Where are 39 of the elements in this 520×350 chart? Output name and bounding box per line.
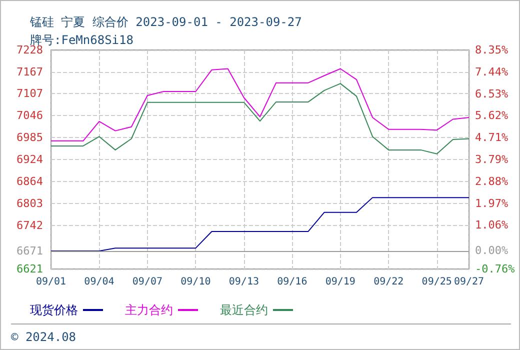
y2-tick-label: -0.76% bbox=[475, 262, 516, 276]
y-tick-label: 6671 bbox=[16, 244, 43, 258]
y-tick-label: 7167 bbox=[16, 66, 43, 79]
line-series bbox=[50, 197, 470, 252]
y-tick-label: 6985 bbox=[16, 131, 43, 144]
y2-tick-label: 1.06% bbox=[475, 218, 508, 232]
y2-tick-label: 0.00% bbox=[475, 244, 508, 258]
legend-label: 现货价格 bbox=[30, 303, 78, 317]
x-tick-label: 09/22 bbox=[374, 276, 404, 288]
y-tick-label: 6621 bbox=[16, 262, 43, 276]
legend-label: 主力合约 bbox=[125, 303, 173, 317]
x-tick-label: 09/19 bbox=[325, 276, 356, 288]
x-tick-label: 09/16 bbox=[277, 276, 308, 288]
line-series bbox=[50, 68, 470, 142]
y-tick-label: 7107 bbox=[16, 87, 43, 100]
x-tick-label: 09/13 bbox=[228, 276, 259, 288]
y2-tick-label: 1.97% bbox=[475, 196, 508, 210]
chart-title: 锰硅 宁夏 综合价 2023-09-01 - 2023-09-27 bbox=[29, 15, 302, 29]
x-tick-label: 09/25 bbox=[422, 276, 452, 288]
y2-tick-label: 2.88% bbox=[475, 174, 508, 188]
y-tick-label: 6864 bbox=[16, 174, 44, 188]
x-tick-label: 09/04 bbox=[84, 276, 114, 288]
y2-tick-label: 7.44% bbox=[475, 65, 508, 78]
y2-tick-label: 6.53% bbox=[475, 87, 508, 100]
y2-tick-label: 8.35% bbox=[475, 44, 508, 56]
x-tick-label: 09/07 bbox=[132, 276, 163, 288]
y-tick-label: 7046 bbox=[16, 109, 43, 122]
x-tick-label: 09/27 bbox=[454, 276, 484, 288]
y-tick-label: 6924 bbox=[16, 153, 44, 166]
y2-tick-label: 4.71% bbox=[475, 131, 508, 144]
y-tick-label: 6742 bbox=[16, 218, 43, 232]
y2-tick-label: 5.62% bbox=[475, 109, 508, 122]
text: © 2024.08 bbox=[11, 330, 76, 344]
y2-tick-label: 3.79% bbox=[475, 153, 508, 166]
x-tick-label: 09/10 bbox=[180, 276, 211, 288]
line-series bbox=[50, 83, 470, 154]
legend-label: 最近合约 bbox=[220, 303, 268, 317]
x-tick-label: 09/01 bbox=[36, 276, 66, 288]
y-tick-label: 6803 bbox=[16, 196, 43, 210]
